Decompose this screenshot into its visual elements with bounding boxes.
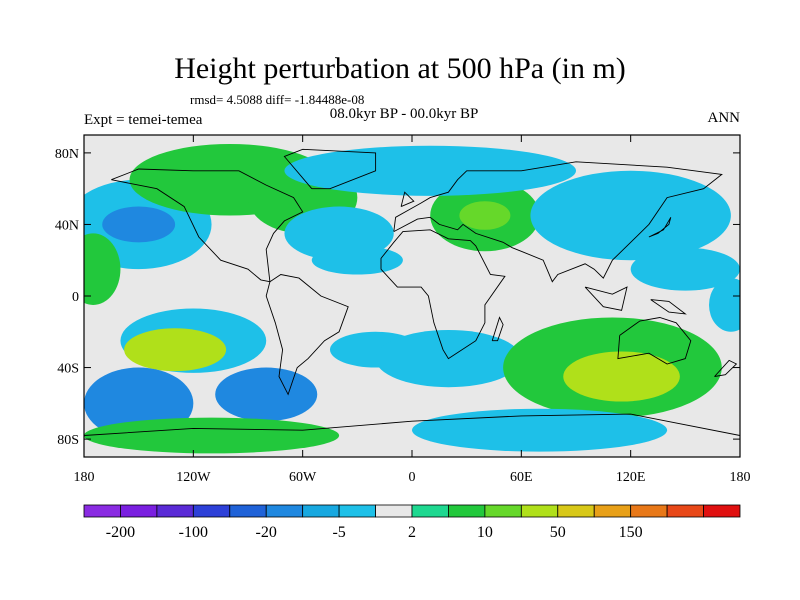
contour-region bbox=[530, 170, 731, 261]
colorbar-label: 10 bbox=[477, 524, 493, 541]
x-tick-label: 120W bbox=[176, 470, 211, 485]
colorbar-swatch bbox=[338, 504, 376, 518]
contour-region bbox=[215, 367, 318, 422]
colorbar-swatch bbox=[83, 504, 121, 518]
coastline bbox=[400, 191, 415, 208]
season-label: ANN bbox=[707, 110, 741, 126]
contour-region bbox=[84, 233, 121, 305]
x-tick-label: 60E bbox=[510, 470, 533, 485]
coastline bbox=[283, 148, 377, 190]
y-tick-label: 40N bbox=[55, 218, 79, 233]
coastline bbox=[84, 413, 740, 436]
contour-region bbox=[459, 201, 511, 230]
x-tick-label: 60W bbox=[289, 470, 317, 485]
y-tick-label: 80S bbox=[57, 433, 79, 448]
x-tick-label: 0 bbox=[409, 470, 416, 485]
colorbar-label: -5 bbox=[332, 524, 345, 541]
coastline bbox=[617, 317, 692, 365]
x-tick-label: 180 bbox=[74, 470, 95, 485]
coastline bbox=[393, 161, 723, 283]
experiment-label: Expt = temei-temea bbox=[84, 112, 203, 128]
coastline bbox=[584, 286, 628, 311]
stats-line: rmsd= 4.5088 diff= -1.84488e-08 bbox=[190, 92, 365, 107]
y-tick-label: 80N bbox=[55, 147, 79, 162]
colorbar-label: 50 bbox=[550, 524, 566, 541]
coastline bbox=[491, 316, 504, 342]
x-tick-label: 180 bbox=[730, 470, 751, 485]
colorbar-label: -200 bbox=[106, 524, 135, 541]
coastline bbox=[380, 229, 506, 360]
colorbar-swatch bbox=[484, 504, 522, 518]
coastline bbox=[648, 217, 672, 238]
coastline bbox=[265, 274, 349, 396]
contour-region bbox=[412, 408, 668, 452]
contour-region bbox=[709, 278, 740, 332]
colorbar-swatch bbox=[593, 504, 632, 518]
x-axis: 180 120W 60W 0 60E 120E 180 bbox=[74, 135, 751, 485]
colorbar-swatch bbox=[302, 504, 340, 518]
colorbar-swatch bbox=[156, 504, 194, 518]
colorbar-swatch bbox=[265, 504, 304, 518]
colorbar-swatch bbox=[703, 504, 741, 518]
coastline bbox=[650, 299, 687, 315]
colorbar-label: 2 bbox=[408, 524, 416, 541]
contour-region bbox=[563, 351, 680, 402]
contour-region bbox=[124, 328, 227, 372]
contour-region bbox=[102, 206, 176, 243]
coastline-layer bbox=[84, 148, 740, 436]
period-label: 08.0kyr BP - 00.0kyr BP bbox=[329, 106, 479, 122]
contour-region bbox=[84, 417, 340, 454]
chart-title: Height perturbation at 500 hPa (in m) bbox=[174, 52, 626, 85]
colorbar-swatch bbox=[520, 504, 559, 518]
colorbar-swatch bbox=[375, 504, 413, 518]
colorbar-swatch bbox=[192, 504, 231, 518]
coastline bbox=[111, 168, 304, 283]
colorbar-swatch bbox=[630, 504, 668, 518]
contour-region bbox=[311, 245, 403, 275]
coastline bbox=[714, 359, 738, 377]
colorbar-swatch bbox=[448, 504, 486, 518]
colorbar-label: -20 bbox=[256, 524, 277, 541]
colorbar-swatch bbox=[557, 504, 595, 518]
contour-region bbox=[630, 247, 740, 291]
colorbar-swatch bbox=[666, 504, 704, 518]
colorbar-swatch bbox=[411, 504, 449, 518]
colorbar-swatch bbox=[229, 504, 267, 518]
colorbar-label: -100 bbox=[179, 524, 208, 541]
y-tick-label: 40S bbox=[57, 362, 79, 377]
colorbar-swatch bbox=[120, 504, 158, 518]
colorbar-label: 150 bbox=[619, 524, 643, 541]
y-tick-label: 0 bbox=[72, 290, 79, 305]
colorbar: -200 -100 -20 -5 2 10 50 150 bbox=[83, 504, 741, 541]
contour-region bbox=[284, 145, 576, 196]
x-tick-label: 120E bbox=[616, 470, 646, 485]
y-axis: 80N 40N 0 40S 80S bbox=[55, 147, 740, 448]
